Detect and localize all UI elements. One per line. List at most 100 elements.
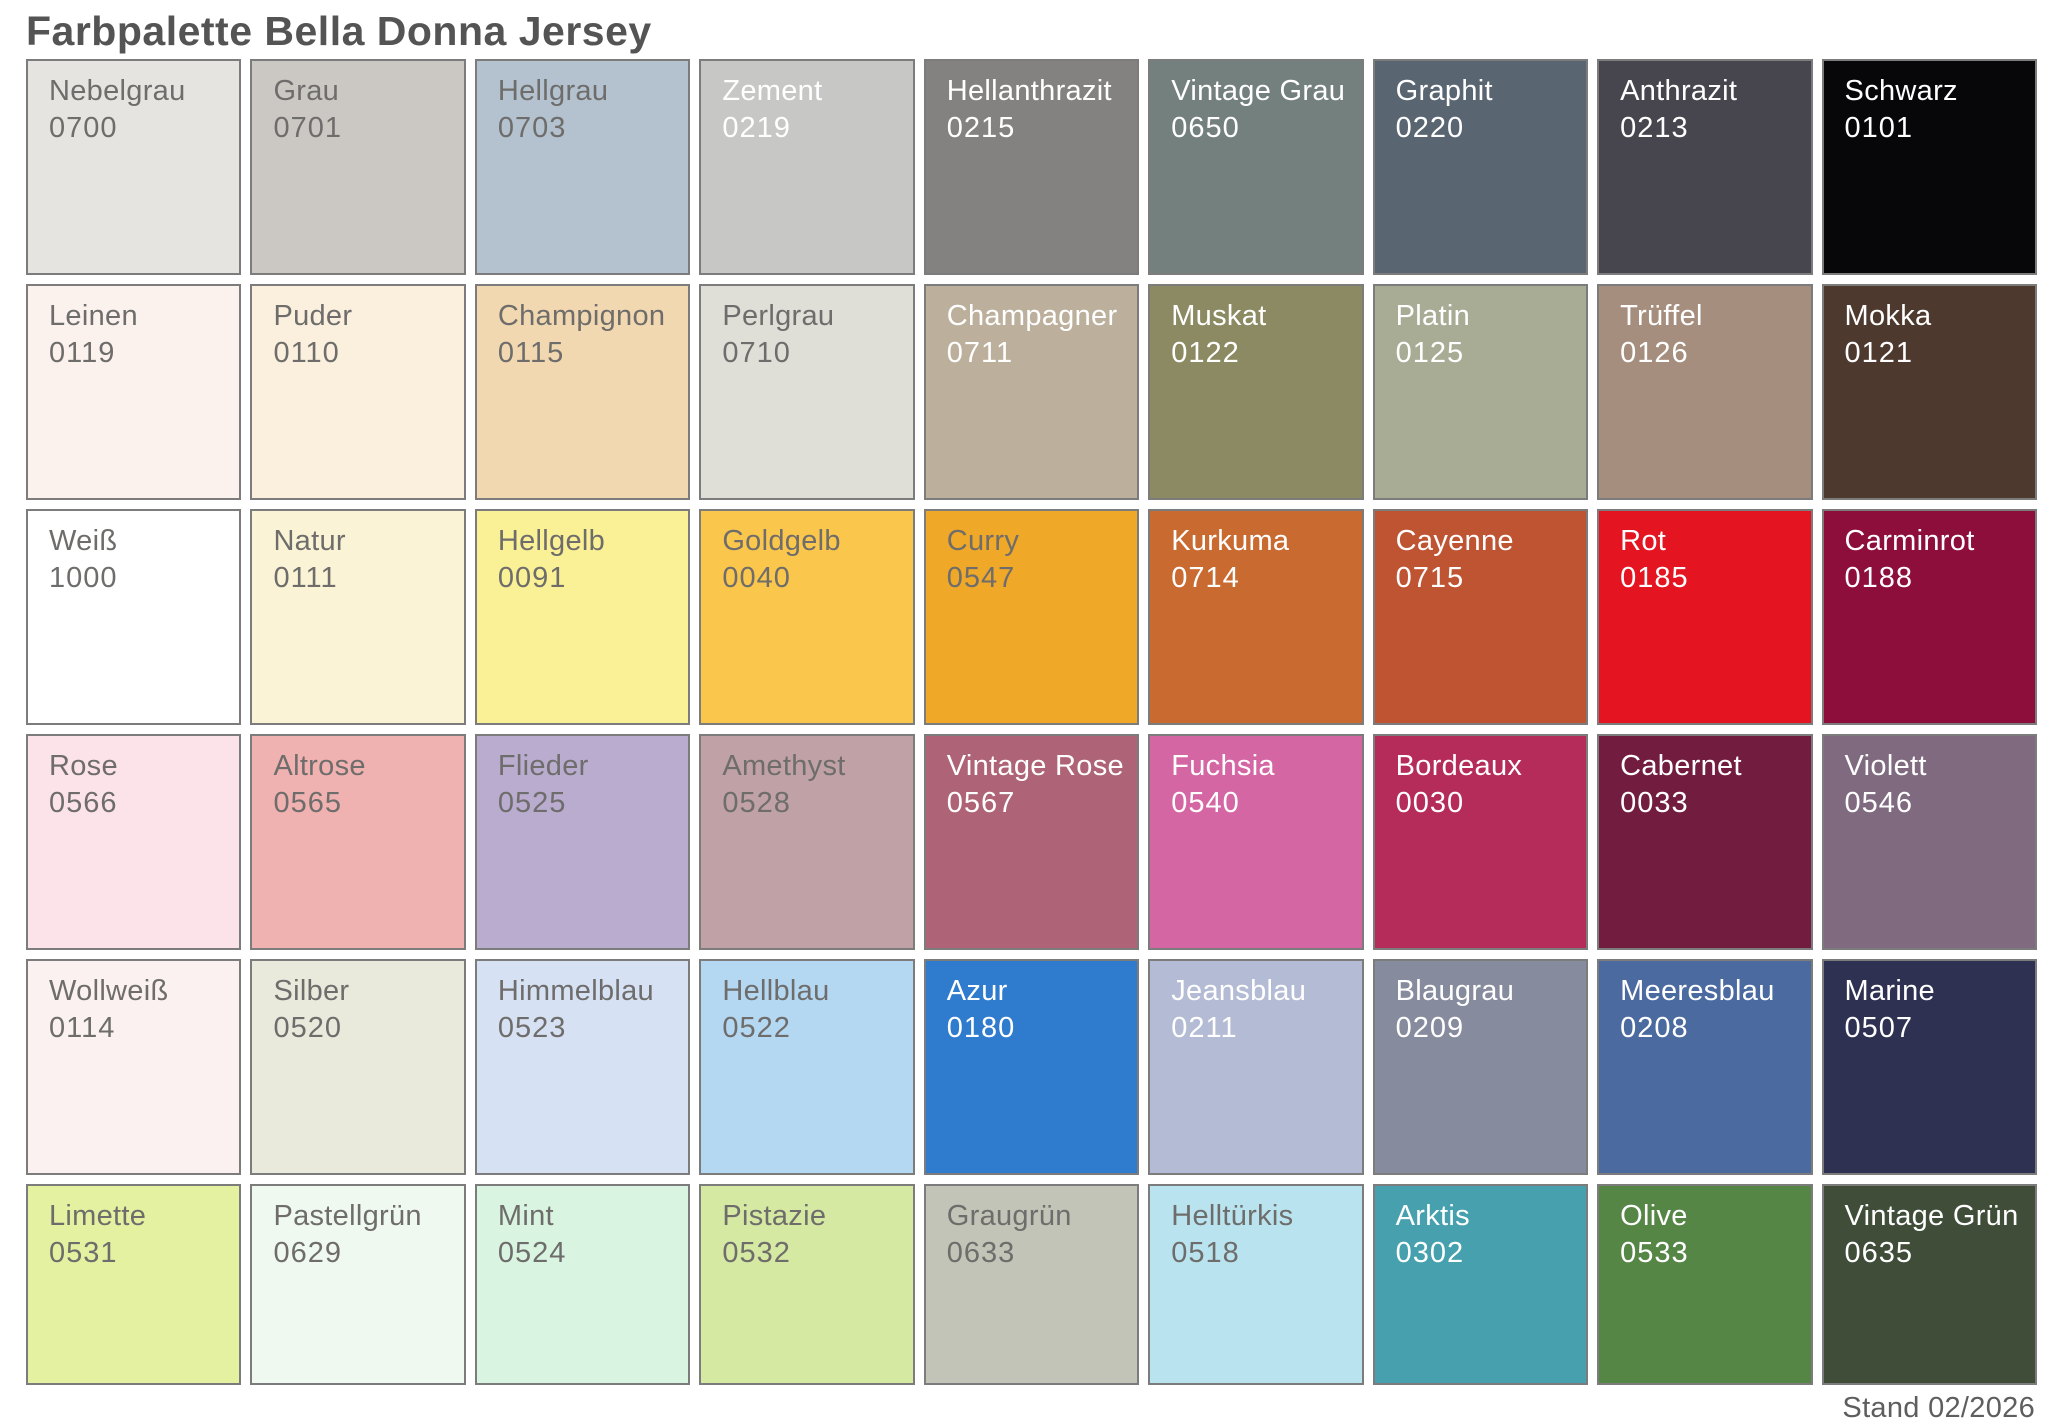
color-swatch: Limette 0531 [26, 1184, 242, 1386]
color-swatch: Rose 0566 [26, 734, 242, 951]
swatch-code: 1000 [49, 562, 118, 595]
swatch-name: Marine [1844, 975, 1935, 1008]
swatch-code: 0119 [49, 337, 116, 370]
swatch-code: 0524 [497, 1237, 567, 1270]
color-swatch: Pistazie 0532 [699, 1184, 915, 1386]
swatch-name: Hellblau [722, 975, 830, 1008]
swatch-name: Mint [497, 1200, 554, 1233]
color-swatch: Pastellgrün 0629 [250, 1184, 466, 1386]
swatch-code: 0566 [49, 787, 118, 820]
color-swatch: Meeresblau 0208 [1597, 959, 1813, 1176]
swatch-name: Vintage Grün [1844, 1200, 2019, 1233]
swatch-name: Flieder [497, 750, 589, 783]
swatch-code: 0528 [722, 787, 791, 820]
color-swatch: Perlgrau 0710 [699, 284, 915, 501]
swatch-name: Cabernet [1620, 750, 1742, 783]
swatch-code: 0567 [946, 787, 1016, 820]
swatch-code: 0635 [1844, 1237, 1914, 1270]
color-swatch: Hellblau 0522 [699, 959, 915, 1176]
swatch-name: Weiß [49, 525, 118, 558]
color-swatch: Fuchsia 0540 [1148, 734, 1364, 951]
swatch-name: Mokka [1844, 300, 1932, 333]
color-swatch: Grau 0701 [250, 59, 466, 276]
swatch-code: 0629 [273, 1237, 342, 1270]
swatch-code: 0114 [49, 1012, 116, 1045]
swatch-name: Muskat [1171, 300, 1267, 333]
swatch-name: Carminrot [1844, 525, 1975, 558]
swatch-code: 0219 [722, 112, 791, 145]
swatch-code: 0209 [1395, 1012, 1465, 1045]
color-swatch: Goldgelb 0040 [699, 509, 915, 726]
color-swatch: Hellanthrazit 0215 [923, 59, 1140, 276]
swatch-name: Vintage Grau [1171, 75, 1346, 108]
swatch-name: Pistazie [722, 1200, 827, 1233]
swatch-code: 0101 [1844, 112, 1914, 145]
swatch-code: 0547 [946, 562, 1016, 595]
swatch-name: Perlgrau [722, 300, 835, 333]
swatch-name: Cayenne [1395, 525, 1514, 558]
swatch-name: Rot [1620, 525, 1667, 558]
swatch-name: Violett [1844, 750, 1927, 783]
swatch-code: 0701 [273, 112, 342, 145]
swatch-name: Himmelblau [497, 975, 654, 1008]
color-swatch: Muskat 0122 [1148, 284, 1364, 501]
swatch-code: 0040 [722, 562, 791, 595]
swatch-code: 0125 [1395, 337, 1465, 370]
swatch-name: Trüffel [1620, 300, 1703, 333]
color-swatch: Cabernet 0033 [1597, 734, 1813, 951]
swatch-name: Silber [273, 975, 350, 1008]
swatch-code: 0302 [1395, 1237, 1465, 1270]
color-swatch: Graphit 0220 [1372, 59, 1589, 276]
swatch-code: 0185 [1620, 562, 1689, 595]
swatch-code: 0518 [1171, 1237, 1240, 1270]
color-swatch: Champagner 0711 [923, 284, 1140, 501]
color-swatch: Rot 0185 [1597, 509, 1813, 726]
swatch-name: Anthrazit [1620, 75, 1738, 108]
swatch-code: 0522 [722, 1012, 791, 1045]
swatch-code: 0520 [273, 1012, 342, 1045]
swatch-code: 0030 [1395, 787, 1465, 820]
swatch-name: Helltürkis [1171, 1200, 1294, 1233]
swatch-name: Olive [1620, 1200, 1688, 1233]
swatch-code: 0126 [1620, 337, 1689, 370]
swatch-name: Meeresblau [1620, 975, 1775, 1008]
color-swatch: Jeansblau 0211 [1148, 959, 1364, 1176]
swatch-code: 0213 [1620, 112, 1689, 145]
swatch-name: Hellanthrazit [946, 75, 1112, 108]
swatch-name: Amethyst [722, 750, 846, 783]
swatch-name: Nebelgrau [49, 75, 186, 108]
swatch-code: 0565 [273, 787, 342, 820]
swatch-name: Champignon [497, 300, 666, 333]
color-swatch: Zement 0219 [699, 59, 915, 276]
color-swatch: Amethyst 0528 [699, 734, 915, 951]
color-swatch: Mint 0524 [474, 1184, 691, 1386]
color-swatch: Helltürkis 0518 [1148, 1184, 1364, 1386]
swatch-code: 0110 [273, 337, 340, 370]
swatch-name: Rose [49, 750, 118, 783]
swatch-code: 0220 [1395, 112, 1465, 145]
swatch-code: 0507 [1844, 1012, 1914, 1045]
swatch-name: Graugrün [946, 1200, 1072, 1233]
color-swatch: Carminrot 0188 [1821, 509, 2037, 726]
page-title: Farbpalette Bella Donna Jersey [26, 8, 652, 54]
color-swatch: Flieder 0525 [474, 734, 691, 951]
color-swatch: Olive 0533 [1597, 1184, 1813, 1386]
color-swatch: Puder 0110 [250, 284, 466, 501]
swatch-code: 0700 [49, 112, 118, 145]
color-swatch: Violett 0546 [1821, 734, 2037, 951]
color-swatch: Mokka 0121 [1821, 284, 2037, 501]
swatch-name: Arktis [1395, 1200, 1470, 1233]
color-swatch: Platin 0125 [1372, 284, 1589, 501]
swatch-code: 0111 [273, 562, 338, 595]
swatch-name: Bordeaux [1395, 750, 1523, 783]
swatch-name: Wollweiß [49, 975, 169, 1008]
color-swatch: Marine 0507 [1821, 959, 2037, 1176]
swatch-code: 0533 [1620, 1237, 1689, 1270]
swatch-code: 0091 [497, 562, 567, 595]
swatch-name: Blaugrau [1395, 975, 1515, 1008]
swatch-code: 0532 [722, 1237, 791, 1270]
swatch-name: Jeansblau [1171, 975, 1307, 1008]
color-swatch: Silber 0520 [250, 959, 466, 1176]
swatch-name: Hellgelb [497, 525, 606, 558]
swatch-code: 0540 [1171, 787, 1240, 820]
